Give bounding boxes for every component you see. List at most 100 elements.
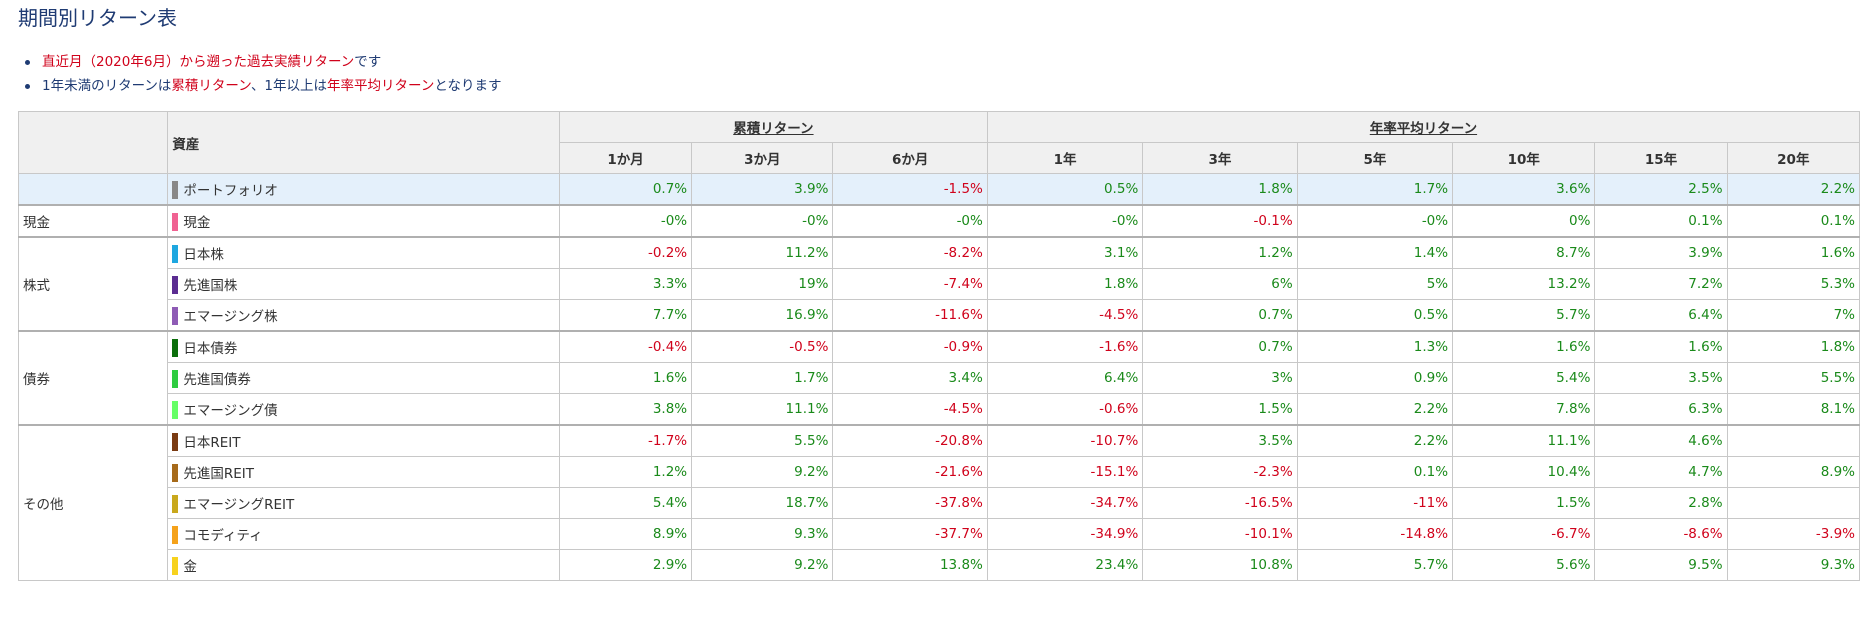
color-swatch	[172, 556, 179, 575]
return-value: -37.8%	[832, 487, 988, 519]
return-value: 5.3%	[1726, 268, 1861, 300]
return-value: -0%	[986, 204, 1144, 238]
return-value: 0.5%	[986, 173, 1144, 206]
color-swatch	[172, 244, 179, 263]
return-value: 3.1%	[986, 236, 1144, 269]
asset-name: 金	[183, 558, 197, 575]
table-row: 先進国株 3.3% 19% -7.4% 1.8% 6% 5% 13.2% 7.2% 5.3%	[19, 268, 1861, 300]
category-header	[17, 111, 169, 174]
return-value: 16.9%	[691, 299, 834, 332]
annual-return-link[interactable]: 年率平均リターン	[1369, 121, 1478, 137]
color-swatch	[172, 400, 179, 419]
return-value: 10.4%	[1452, 456, 1596, 488]
return-value: 11.2%	[691, 236, 834, 269]
asset-name-cell: ポートフォリオ	[167, 173, 560, 206]
return-value	[1726, 487, 1861, 519]
return-value: 11.1%	[691, 393, 834, 426]
color-swatch	[172, 306, 179, 325]
table-row: その他 日本REIT -1.7% 5.5% -20.8% -10.7% 3.5% 2.2% 11…	[17, 424, 1861, 581]
return-value: -0.6%	[986, 393, 1144, 426]
return-value: 2.5%	[1594, 173, 1728, 206]
table-row: コモディティ 8.9% 9.3% -37.7% -34.9% -10.1% -14.8% -6…	[19, 518, 1861, 550]
return-value: -34.9%	[986, 518, 1144, 550]
return-value: 6.4%	[1594, 299, 1728, 332]
return-value: 1.6%	[1594, 330, 1728, 363]
table-row: エマージング株 7.7% 16.9% -11.6% -4.5% 0.7% 0.5% 5.7% 6…	[19, 299, 1861, 332]
return-value: 10.8%	[1142, 549, 1298, 581]
return-value: -10.7%	[986, 424, 1144, 457]
return-value: 1.5%	[1142, 393, 1298, 426]
period-header: 3年	[1142, 142, 1298, 174]
return-value: -0.5%	[691, 330, 834, 363]
note-red-text: 年率平均リターン	[327, 78, 435, 94]
return-value: 4.7%	[1594, 456, 1728, 488]
return-value: 2.2%	[1296, 393, 1454, 426]
return-value: -7.4%	[832, 268, 988, 300]
return-value: -11%	[1296, 487, 1454, 519]
return-value: 9.3%	[1726, 549, 1861, 581]
return-value: 3.9%	[691, 173, 834, 206]
asset-name-cell: 先進国株	[167, 268, 560, 300]
asset-name: 先進国株	[183, 277, 238, 294]
return-value: 11.1%	[1452, 424, 1596, 457]
cumulative-return-header[interactable]: 累積リターン	[558, 111, 988, 143]
category-label: その他	[17, 424, 169, 581]
return-value: -0%	[1296, 204, 1454, 238]
asset-name-cell: エマージングREIT	[167, 487, 560, 519]
return-value: 23.4%	[986, 549, 1144, 581]
return-value: 1.8%	[1142, 173, 1298, 206]
return-value: 6.3%	[1594, 393, 1728, 426]
return-value: -20.8%	[832, 424, 988, 457]
table-row: 債券 日本債券 -0.4% -0.5% -0.9% -1.6% 0.7% 1.3% 1.6% 1.…	[17, 330, 1861, 426]
period-header: 10年	[1452, 142, 1596, 174]
return-value: 0.7%	[1142, 299, 1298, 332]
return-value: 2.2%	[1726, 173, 1861, 206]
return-value: -4.5%	[986, 299, 1144, 332]
asset-name-cell: 日本REIT	[167, 424, 560, 457]
asset-name-cell: エマージング債	[167, 393, 560, 426]
return-value: 8.1%	[1726, 393, 1861, 426]
return-value: 7.2%	[1594, 268, 1728, 300]
return-value: -10.1%	[1142, 518, 1298, 550]
return-value: 9.3%	[691, 518, 834, 550]
return-value: 8.9%	[558, 518, 693, 550]
asset-name-cell: 金	[167, 549, 560, 581]
return-value: 0.9%	[1296, 362, 1454, 394]
note-text: です	[354, 54, 382, 70]
return-value: 5.5%	[1726, 362, 1861, 394]
color-swatch	[172, 463, 179, 482]
return-value: 7.7%	[558, 299, 693, 332]
category-label: 債券	[17, 330, 169, 426]
asset-name: エマージング株	[183, 308, 278, 325]
return-value: 2.9%	[558, 549, 693, 581]
return-value: 1.8%	[1726, 330, 1861, 363]
returns-table: 資産 累積リターン 年率平均リターン 1か月 3か月 6か月 1年 3年 5年 10年 15年…	[17, 111, 1861, 581]
return-value: -14.8%	[1296, 518, 1454, 550]
return-value: -8.6%	[1594, 518, 1728, 550]
asset-name: 日本株	[183, 246, 224, 263]
return-value: 1.5%	[1452, 487, 1596, 519]
return-value: -4.5%	[832, 393, 988, 426]
note-red-text: 直近月（2020年6月）から遡った過去実績リターン	[42, 54, 355, 70]
table-row: エマージング債 3.8% 11.1% -4.5% -0.6% 1.5% 2.2% 7.8% 6.…	[19, 393, 1861, 426]
note-item: 1年未満のリターンは累積リターン、1年以上は年率平均リターンとなります	[25, 74, 1872, 98]
return-value: -11.6%	[832, 299, 988, 332]
return-value: -3.9%	[1726, 518, 1861, 550]
return-value: 1.8%	[986, 268, 1144, 300]
return-value: 6%	[1142, 268, 1298, 300]
table-row: 現金 現金 -0% -0% -0% -0% -0.1% -0% 0% 0.1% 0.1%	[17, 204, 1861, 238]
asset-name: ポートフォリオ	[183, 182, 278, 199]
asset-name-cell: 先進国REIT	[167, 456, 560, 488]
note-text: となります	[434, 78, 502, 94]
annual-return-header[interactable]: 年率平均リターン	[986, 111, 1861, 143]
return-value: 5.5%	[691, 424, 834, 457]
return-value: 9.5%	[1594, 549, 1728, 581]
cumulative-return-link[interactable]: 累積リターン	[733, 121, 814, 137]
return-value: -8.2%	[832, 236, 988, 269]
return-value: 2.8%	[1594, 487, 1728, 519]
return-value: 7%	[1726, 299, 1861, 332]
return-value: 5.7%	[1452, 299, 1596, 332]
return-value: 3.9%	[1594, 236, 1728, 269]
return-value: 1.6%	[1726, 236, 1861, 269]
return-value: 19%	[691, 268, 834, 300]
